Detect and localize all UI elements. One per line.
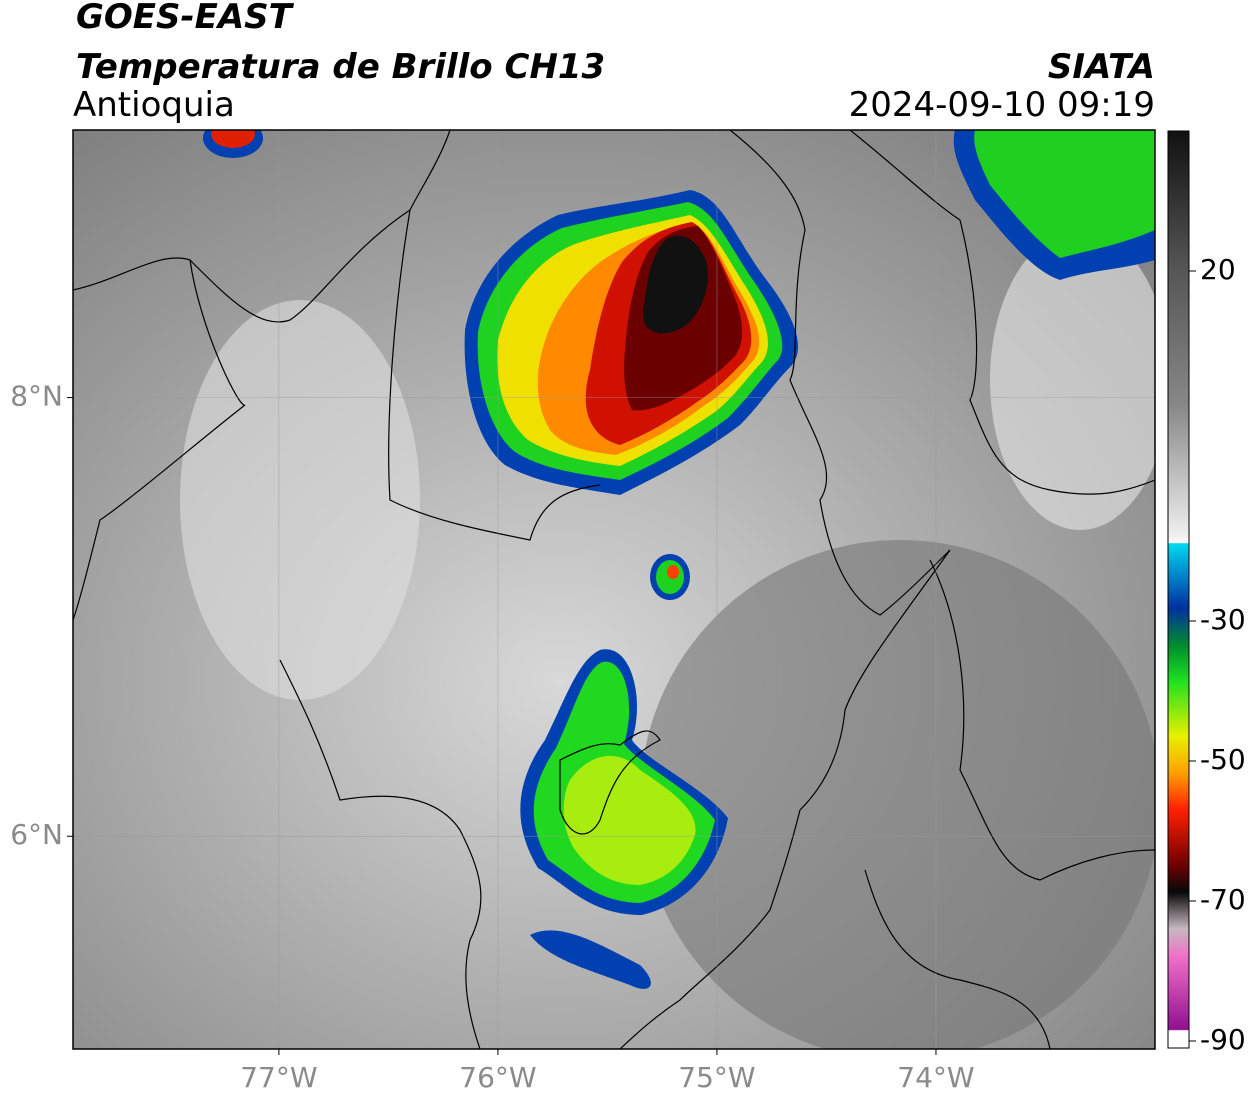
x-tick-label: 74°W [897, 1061, 974, 1094]
cloud-field [990, 230, 1155, 530]
source: SIATA [1048, 47, 1155, 87]
storm-south [520, 649, 728, 989]
y-tick-label: 8°N [10, 380, 63, 413]
map-image [73, 130, 1155, 1049]
grid [73, 130, 1155, 1049]
subtitle: Temperatura de Brillo CH13 [76, 47, 605, 87]
x-tick-label: 77°W [240, 1061, 317, 1094]
x-tick-label: 75°W [678, 1061, 755, 1094]
storm-small [650, 554, 690, 600]
storm-northwest [211, 130, 255, 148]
region: Antioquia [73, 85, 235, 125]
colorbar-tick-label: -90 [1200, 1023, 1246, 1056]
colorbar-tick-label: -70 [1200, 883, 1246, 916]
cloud-field [640, 540, 1155, 1049]
colorbar-tick-label: -50 [1200, 743, 1246, 776]
storm-northeast [974, 130, 1155, 258]
colorbar-tick-label: -30 [1200, 603, 1246, 636]
colorbar [1167, 130, 1190, 1049]
map-frame [72, 129, 1156, 1050]
title: GOES-EAST [76, 0, 295, 37]
cloud-field [180, 300, 420, 700]
datetime: 2024-09-10 09:19 [849, 85, 1155, 125]
storm-north [464, 190, 799, 495]
x-tick-label: 76°W [459, 1061, 536, 1094]
ticks: 77°W 76°W 75°W 74°W 8°N 6°N 20 -30 -50 -70 -90 [10, 253, 1246, 1094]
y-tick-label: 6°N [10, 818, 63, 851]
colorbar-tick-label: 20 [1200, 253, 1236, 286]
